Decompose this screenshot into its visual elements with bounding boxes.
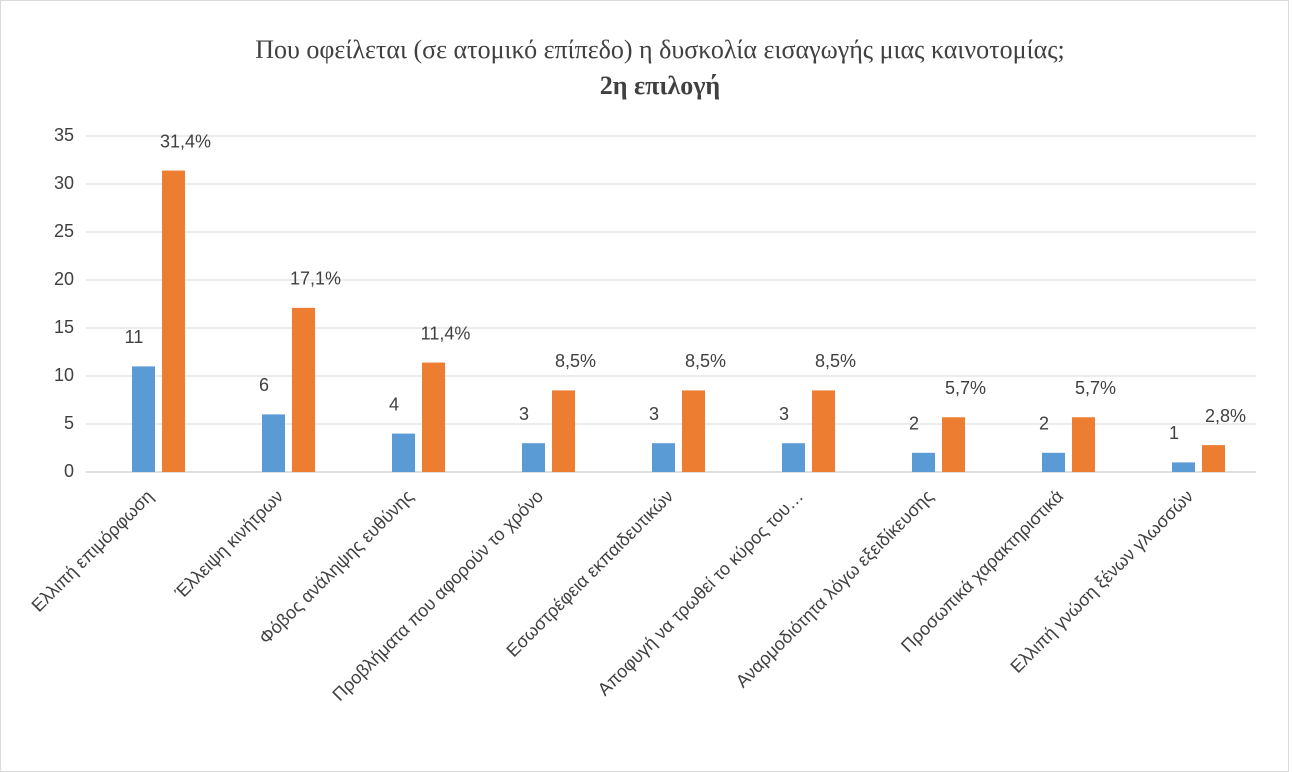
data-label: 17,1% bbox=[290, 269, 341, 289]
data-label: 1 bbox=[1169, 423, 1179, 443]
y-tick-label: 35 bbox=[54, 125, 74, 145]
bar bbox=[912, 452, 935, 472]
y-tick-label: 10 bbox=[54, 365, 74, 385]
bar bbox=[1072, 417, 1095, 472]
data-label: 2 bbox=[909, 414, 919, 434]
bar bbox=[422, 362, 445, 472]
bar bbox=[552, 390, 575, 472]
bar bbox=[782, 443, 805, 472]
chart-title: Που οφείλεται (σε ατομικό επίπεδο) η δυσ… bbox=[255, 35, 1064, 64]
bar bbox=[652, 443, 675, 472]
y-tick-label: 5 bbox=[64, 413, 74, 433]
bar bbox=[682, 390, 705, 472]
data-label: 5,7% bbox=[945, 378, 986, 398]
bar bbox=[1172, 462, 1195, 472]
data-label: 6 bbox=[259, 375, 269, 395]
y-tick-label: 15 bbox=[54, 317, 74, 337]
data-label: 3 bbox=[649, 404, 659, 424]
y-tick-label: 25 bbox=[54, 221, 74, 241]
data-label: 11 bbox=[125, 327, 144, 347]
data-label: 3 bbox=[779, 404, 789, 424]
bar bbox=[1042, 452, 1065, 472]
data-label: 8,5% bbox=[815, 351, 856, 371]
data-label: 2,8% bbox=[1205, 406, 1246, 426]
bar bbox=[942, 417, 965, 472]
data-label: 31,4% bbox=[160, 131, 211, 151]
bar bbox=[1202, 445, 1225, 472]
data-label: 3 bbox=[519, 404, 529, 424]
bar bbox=[812, 390, 835, 472]
data-label: 8,5% bbox=[685, 351, 726, 371]
data-label: 8,5% bbox=[555, 351, 596, 371]
data-label: 4 bbox=[389, 394, 399, 414]
y-tick-label: 30 bbox=[54, 173, 74, 193]
data-label: 11,4% bbox=[421, 323, 471, 343]
bar bbox=[392, 433, 415, 472]
y-tick-label: 20 bbox=[54, 269, 74, 289]
bar bbox=[262, 414, 285, 472]
bar bbox=[522, 443, 545, 472]
bar bbox=[162, 170, 185, 472]
chart-subtitle: 2η επιλογή bbox=[600, 71, 720, 100]
data-label: 2 bbox=[1039, 414, 1049, 434]
bar bbox=[292, 307, 315, 472]
y-tick-label: 0 bbox=[64, 461, 74, 481]
bar bbox=[132, 366, 155, 472]
data-label: 5,7% bbox=[1075, 378, 1116, 398]
